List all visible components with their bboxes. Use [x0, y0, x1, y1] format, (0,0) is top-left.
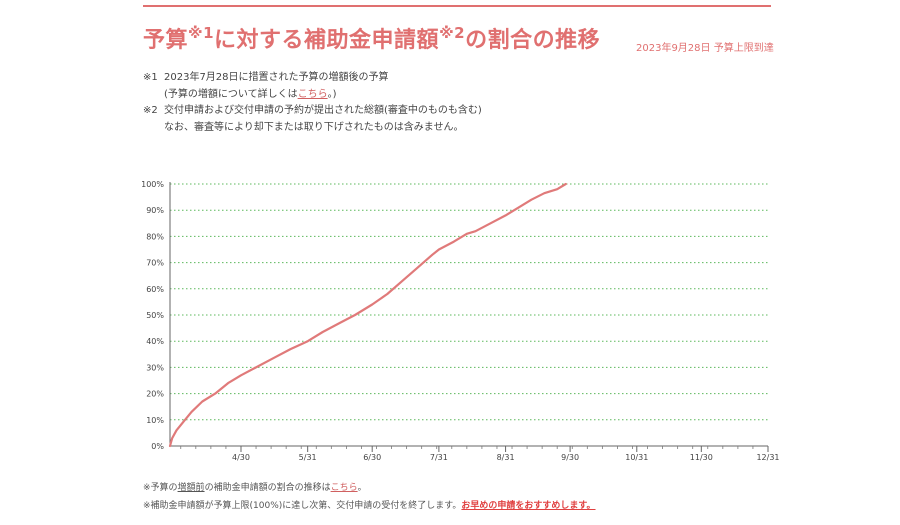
title-footnote-1: ※1 — [188, 24, 215, 42]
x-tick-label: 6/30 — [363, 453, 381, 462]
note-1: ※1 2023年7月28日に措置された予算の増額後の予算 — [143, 72, 389, 83]
y-tick-label: 40% — [146, 337, 164, 346]
x-tick-label: 4/30 — [232, 453, 250, 462]
x-tick-label: 12/31 — [756, 453, 779, 462]
y-tick-label: 30% — [146, 363, 164, 372]
budget-status: 2023年9月28日 予算上限到達 — [636, 43, 774, 54]
y-tick-label: 90% — [146, 206, 164, 215]
y-tick-label: 100% — [141, 180, 164, 189]
x-tick-label: 11/30 — [690, 453, 713, 462]
x-tick-label: 9/30 — [561, 453, 579, 462]
budget-increase-link[interactable]: こちら — [297, 88, 328, 100]
y-tick-label: 0% — [151, 442, 164, 451]
x-tick-label: 8/31 — [497, 453, 515, 462]
apply-early-notice: お早めの申請をおすすめします。 — [461, 501, 596, 511]
note-2-sub: なお、審査等により却下または取り下げされたものは含みません。 — [164, 121, 464, 133]
title-footnote-2: ※2 — [439, 24, 466, 42]
y-tick-label: 50% — [146, 311, 164, 320]
x-tick-label: 7/31 — [430, 453, 448, 462]
footer-note-1: ※予算の増額前の補助金申請額の割合の推移はこちら。 — [143, 483, 367, 493]
note-1-sub: (予算の増額について詳しくはこちら。) — [164, 88, 337, 100]
note-2: ※2 交付申請および交付申請の予約が提出された総額(審査中のものも含む) — [143, 105, 482, 116]
top-rule — [143, 5, 771, 7]
page-title: 予算※1に対する補助金申請額※2の割合の推移 — [143, 24, 601, 53]
notes: ※1 2023年7月28日に措置された予算の増額後の予算 (予算の増額について詳し… — [143, 70, 482, 136]
footer-note-2: ※補助金申請額が予算上限(100%)に達し次第、交付申請の受付を終了します。お早… — [143, 501, 596, 511]
x-tick-label: 5/31 — [299, 453, 317, 462]
pre-increase-chart-link[interactable]: こちら — [330, 483, 358, 493]
y-tick-label: 80% — [146, 232, 164, 241]
y-tick-label: 60% — [146, 285, 164, 294]
x-tick-label: 10/31 — [625, 453, 648, 462]
y-tick-label: 70% — [146, 259, 164, 268]
y-tick-label: 20% — [146, 390, 164, 399]
series-line-0 — [168, 182, 567, 448]
y-tick-label: 10% — [146, 416, 164, 425]
